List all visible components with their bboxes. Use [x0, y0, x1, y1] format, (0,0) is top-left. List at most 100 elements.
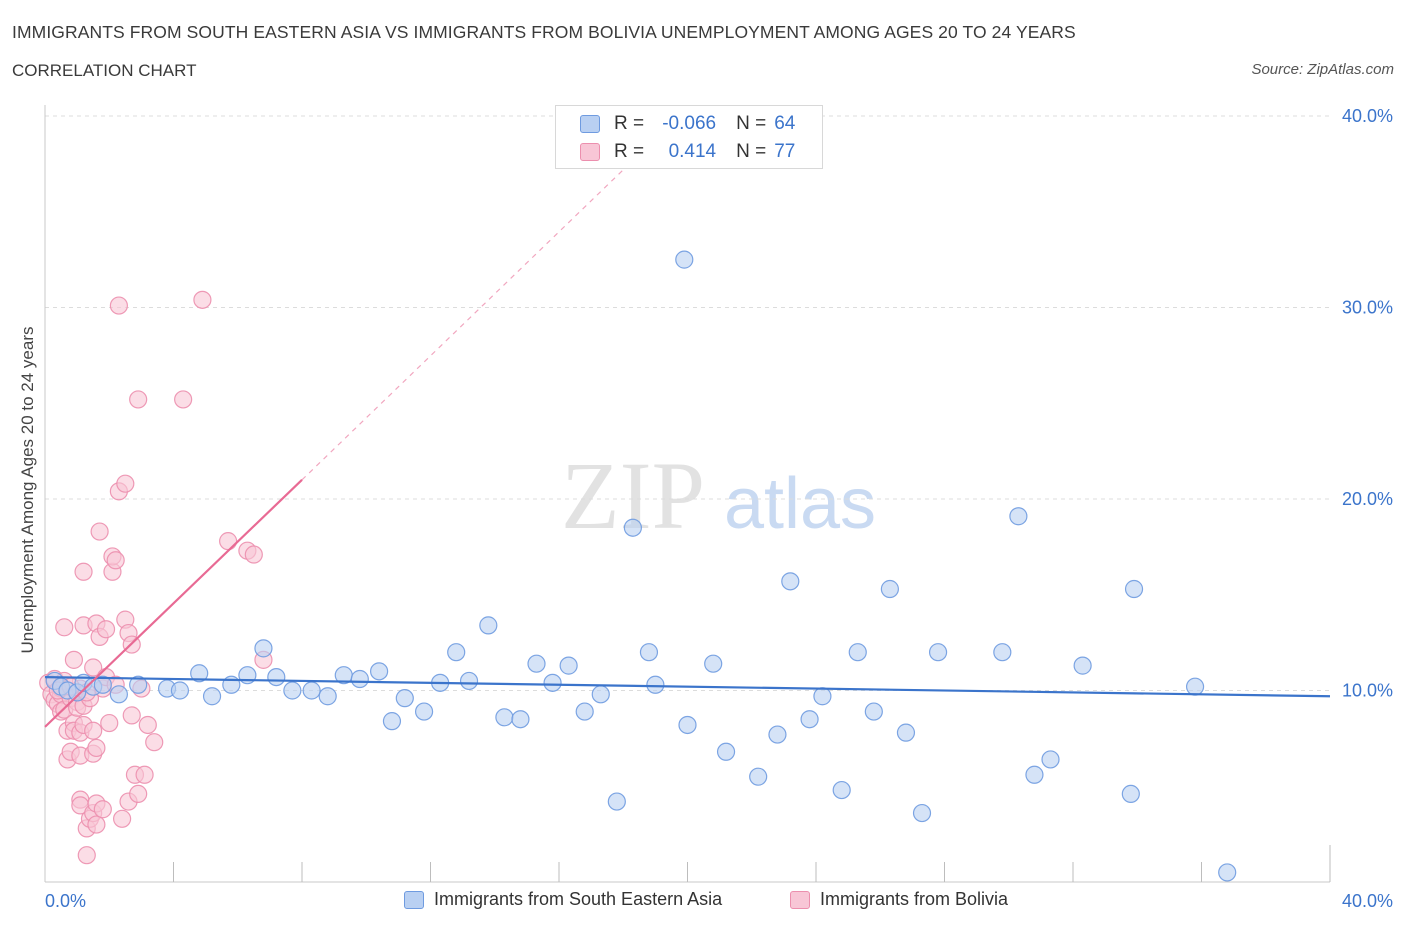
point-south-eastern-asia	[607, 792, 626, 811]
point-bolivia	[174, 390, 193, 409]
point-south-eastern-asia	[370, 662, 389, 681]
point-south-eastern-asia	[928, 643, 948, 662]
bottom-legend-bolivia: Immigrants from Bolivia	[790, 889, 1008, 910]
y-tick-label: 10.0%	[1342, 681, 1393, 701]
legend-swatch-pink	[580, 143, 600, 161]
point-south-eastern-asia	[170, 681, 190, 700]
point-south-eastern-asia	[447, 643, 466, 662]
point-south-eastern-asia	[1073, 656, 1092, 675]
point-south-eastern-asia	[832, 780, 851, 800]
x-tick-label: 40.0%	[1342, 891, 1393, 911]
legend-row-south-eastern-asia: R = -0.066 N = 64	[580, 112, 795, 136]
point-south-eastern-asia	[646, 675, 665, 694]
point-south-eastern-asia	[511, 710, 530, 729]
point-bolivia	[244, 545, 263, 564]
legend-r-value: 0.414	[668, 141, 717, 162]
point-south-eastern-asia	[459, 671, 479, 691]
point-south-eastern-asia	[302, 681, 321, 700]
bottom-legend-south-eastern-asia: Immigrants from South Eastern Asia	[404, 889, 722, 910]
point-south-eastern-asia	[350, 669, 369, 689]
series-south-eastern-asia	[45, 250, 1237, 882]
point-bolivia	[96, 620, 116, 639]
y-tick-label: 20.0%	[1342, 489, 1393, 509]
trend-line-bolivia	[44, 479, 303, 728]
point-bolivia	[84, 658, 103, 677]
point-south-eastern-asia	[800, 710, 819, 729]
point-south-eastern-asia	[559, 656, 578, 675]
point-bolivia	[90, 522, 109, 541]
point-south-eastern-asia	[912, 803, 932, 823]
point-south-eastern-asia	[864, 702, 883, 721]
point-bolivia	[219, 532, 238, 551]
series-bolivia	[39, 290, 273, 865]
point-south-eastern-asia	[190, 664, 209, 683]
point-bolivia	[138, 715, 157, 735]
point-bolivia	[112, 809, 132, 828]
point-south-eastern-asia	[675, 250, 694, 269]
point-south-eastern-asia	[1041, 750, 1060, 769]
point-bolivia	[87, 738, 106, 758]
legend-r-label: R =	[614, 141, 645, 162]
bottom-legend-swatch-blue	[404, 890, 424, 909]
point-south-eastern-asia	[254, 639, 273, 658]
point-south-eastern-asia	[527, 654, 546, 673]
y-tick-label: 30.0%	[1342, 298, 1393, 318]
point-south-eastern-asia	[848, 643, 867, 662]
point-bolivia	[193, 290, 212, 309]
point-bolivia	[93, 800, 112, 819]
legend-n-value: 77	[774, 141, 796, 162]
point-bolivia	[74, 562, 93, 581]
trend-extension-bolivia	[301, 153, 640, 481]
legend-r-value: -0.066	[662, 113, 717, 134]
point-south-eastern-asia	[283, 681, 302, 700]
point-south-eastern-asia	[749, 767, 768, 786]
point-south-eastern-asia	[993, 643, 1012, 662]
point-south-eastern-asia	[202, 687, 222, 706]
point-south-eastern-asia	[704, 654, 723, 673]
point-south-eastern-asia	[543, 673, 562, 692]
point-south-eastern-asia	[129, 675, 148, 694]
bottom-legend-label: Immigrants from Bolivia	[820, 889, 1009, 909]
legend-n-label: N =	[736, 141, 767, 162]
point-south-eastern-asia	[678, 715, 697, 735]
point-south-eastern-asia	[93, 675, 112, 694]
bottom-legend-label: Immigrants from South Eastern Asia	[434, 889, 723, 909]
watermark-atlas: atlas	[724, 464, 876, 544]
point-south-eastern-asia	[414, 702, 434, 721]
point-bolivia	[129, 784, 148, 804]
point-bolivia	[100, 713, 119, 733]
source-note: Source: ZipAtlas.com	[1251, 61, 1394, 78]
point-bolivia	[135, 765, 154, 784]
point-south-eastern-asia	[896, 723, 916, 742]
point-south-eastern-asia	[1025, 765, 1044, 784]
point-bolivia	[116, 474, 135, 493]
y-axis-label: Unemployment Among Ages 20 to 24 years	[18, 326, 37, 654]
point-south-eastern-asia	[813, 687, 832, 706]
point-bolivia	[55, 618, 74, 637]
point-bolivia	[87, 815, 106, 834]
gridlines	[45, 115, 1330, 691]
point-south-eastern-asia	[1121, 784, 1140, 804]
point-south-eastern-asia	[1185, 677, 1205, 696]
point-south-eastern-asia	[880, 579, 899, 599]
point-south-eastern-asia	[395, 689, 414, 708]
point-south-eastern-asia	[1124, 579, 1144, 599]
legend-n-label: N =	[736, 113, 767, 134]
legend-swatch-blue	[580, 115, 600, 133]
chart-title: IMMIGRANTS FROM SOUTH EASTERN ASIA VS IM…	[12, 22, 1076, 42]
point-south-eastern-asia	[318, 687, 337, 706]
trend-lines	[44, 153, 1331, 728]
trend-line-south-eastern-asia	[44, 675, 1331, 698]
watermark: ZIP atlas	[561, 442, 876, 549]
point-south-eastern-asia	[591, 685, 610, 704]
y-tick-label: 40.0%	[1342, 106, 1393, 126]
stats-legend: R = -0.066 N = 64 R = 0.414 N = 77	[555, 105, 823, 169]
point-south-eastern-asia	[716, 742, 736, 761]
point-bolivia	[64, 650, 84, 669]
point-bolivia	[84, 721, 103, 740]
point-south-eastern-asia	[639, 643, 659, 662]
point-south-eastern-asia	[109, 685, 128, 704]
point-south-eastern-asia	[575, 702, 594, 721]
point-bolivia	[122, 706, 141, 725]
